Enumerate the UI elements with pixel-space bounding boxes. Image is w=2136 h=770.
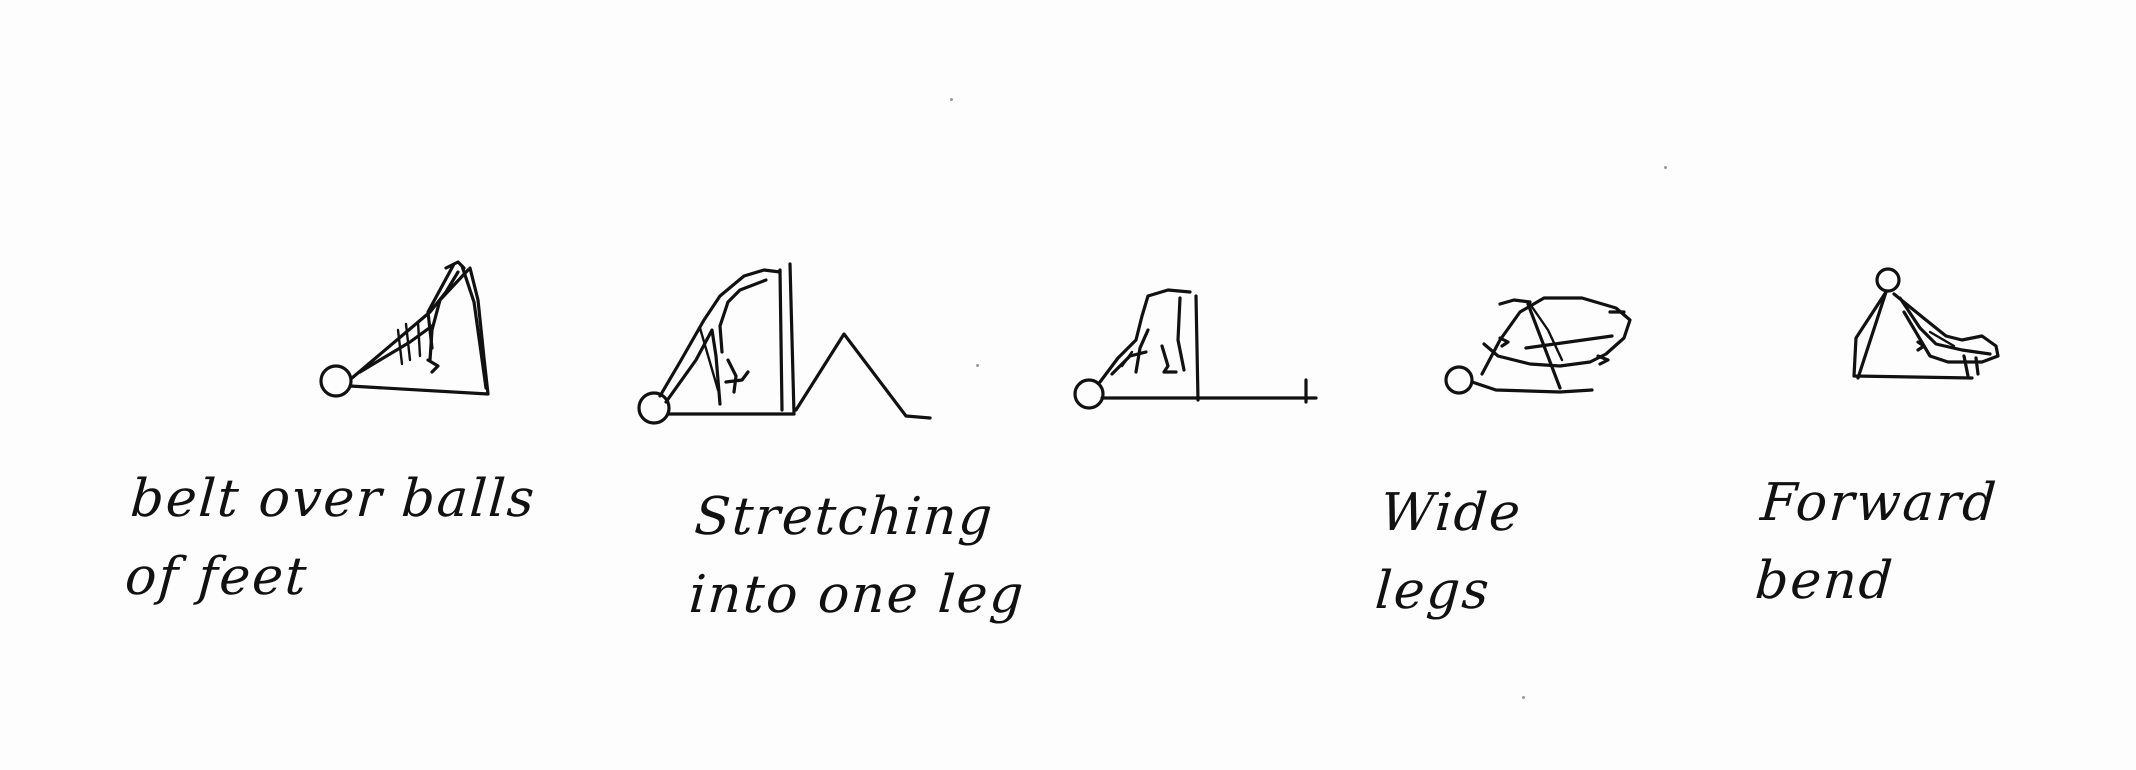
- caption-wide-legs: Wide legs: [1373, 483, 1525, 621]
- caption-stretching-one-leg: Stretching into one leg: [687, 487, 1028, 625]
- paper-speck: [1522, 696, 1525, 699]
- caption-forward-bend: Forward bend: [1753, 473, 2000, 611]
- stretching-one-leg-figure-icon: [637, 262, 932, 425]
- seated-legs-extended-figure-icon: [1073, 288, 1318, 410]
- paper-speck: [950, 98, 953, 101]
- paper-speck: [1664, 166, 1667, 169]
- forward-bend-figure-icon: [1852, 267, 2000, 380]
- caption-belt-over-feet: belt over balls of feet: [123, 469, 539, 607]
- belt-over-feet-figure-icon: [319, 260, 490, 398]
- wide-legs-figure-icon: [1444, 296, 1632, 395]
- paper-speck: [976, 364, 979, 367]
